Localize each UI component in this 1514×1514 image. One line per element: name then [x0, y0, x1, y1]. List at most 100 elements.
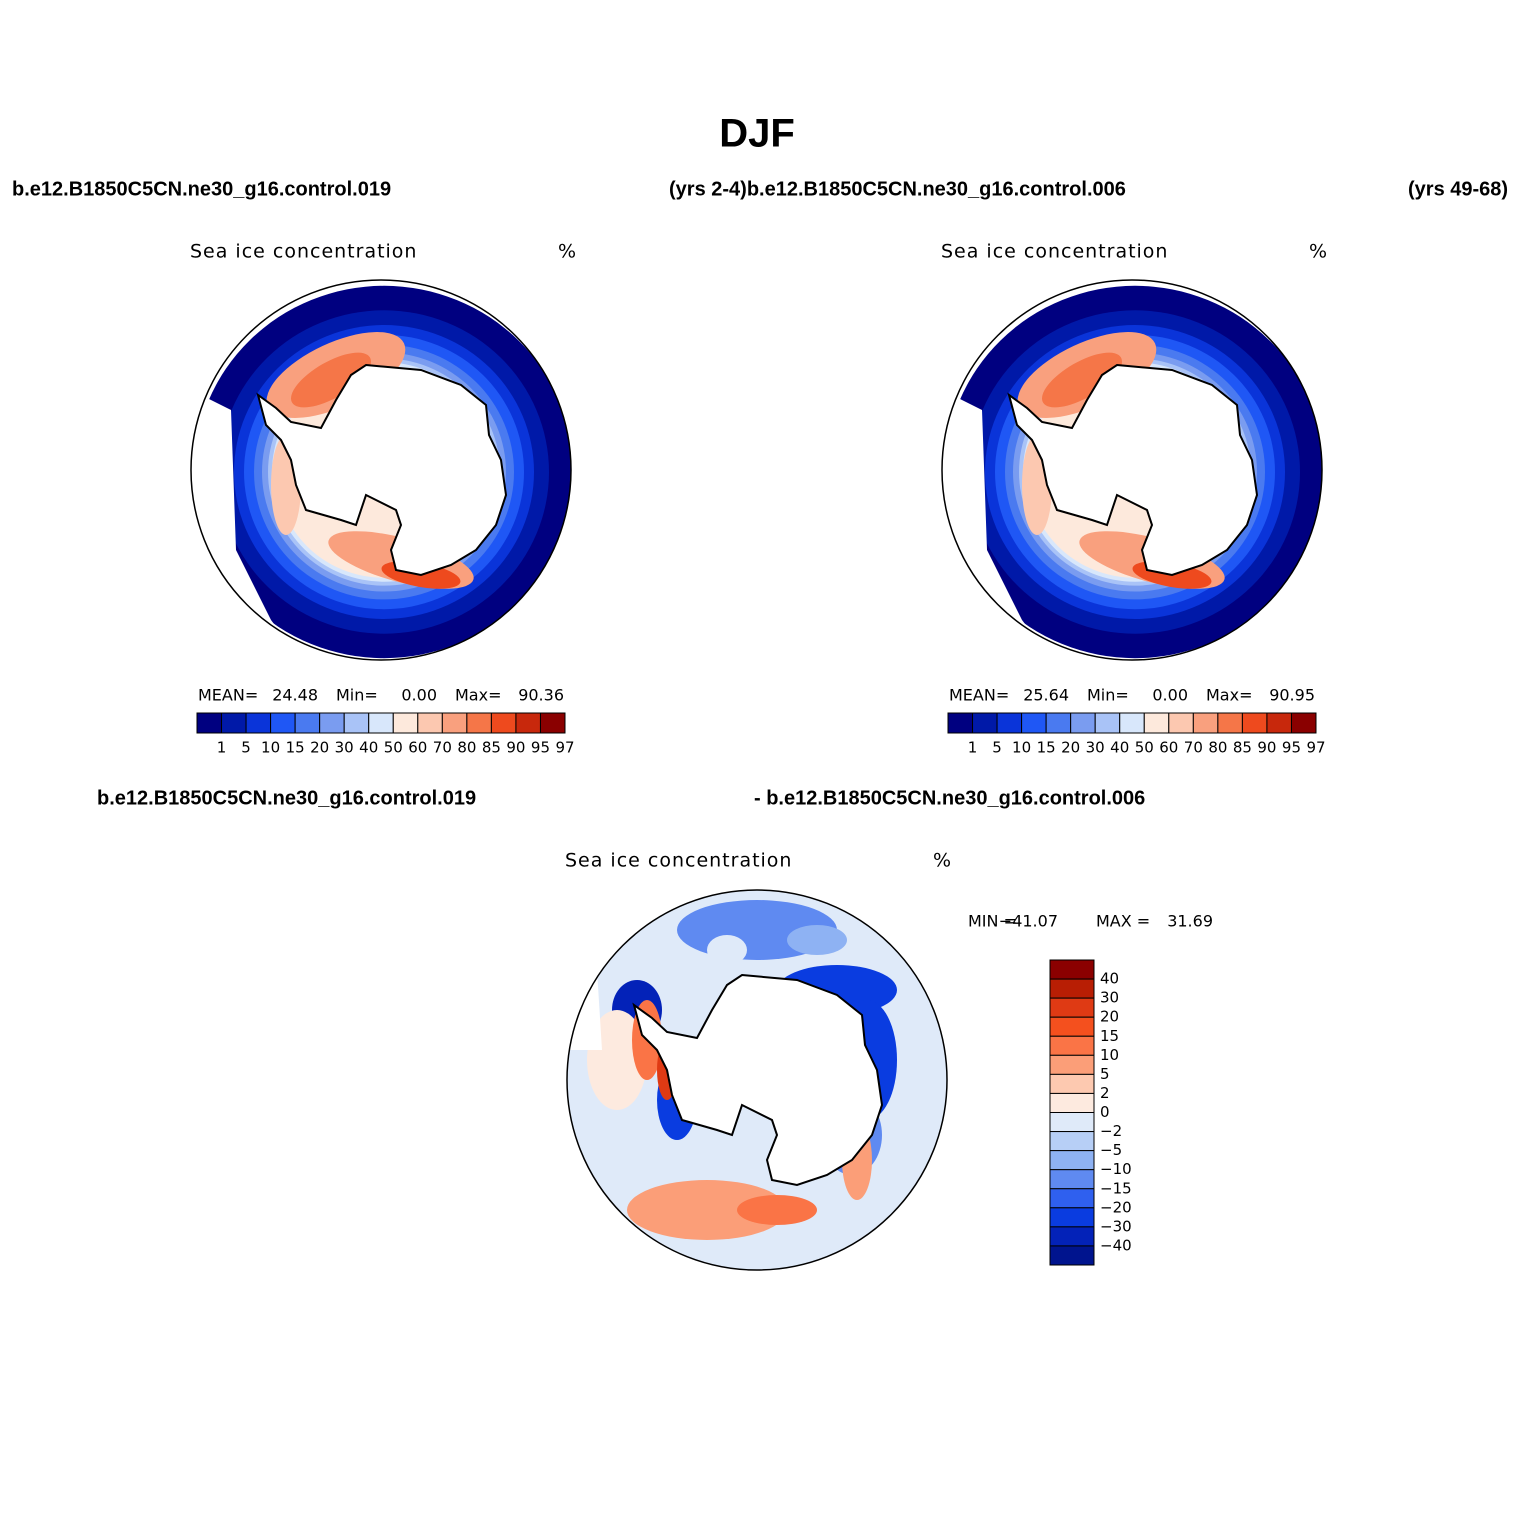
header-label: (yrs 2-4)b.e12.B1850C5CN.ne30_g16.contro…: [669, 178, 1126, 200]
colorbar-box: [1049, 1245, 1095, 1266]
colorbar-label: 70: [1184, 739, 1203, 757]
colorbar-label: 20: [1061, 739, 1080, 757]
continent: [1007, 363, 1259, 577]
stat-value: 90.36: [518, 686, 564, 705]
colorbar-box: [1094, 712, 1121, 734]
colorbar-box: [996, 712, 1023, 734]
colorbar-label: 20: [310, 739, 329, 757]
colorbar-box: [1049, 1016, 1095, 1037]
colorbar-label: 80: [1208, 739, 1227, 757]
colorbar-box: [417, 712, 443, 734]
colorbar-label: 10: [1100, 1046, 1119, 1064]
panel-label: Sea ice concentration: [565, 850, 792, 872]
diff-patch: [707, 935, 747, 965]
figure-title: DJF: [719, 112, 795, 156]
ice-patch: [1042, 352, 1122, 408]
stat-value: 0.00: [1152, 686, 1188, 705]
colorbar-box: [539, 712, 566, 734]
colorbar-box: [947, 712, 974, 734]
colorbar-label: −30: [1100, 1217, 1132, 1235]
colorbar-label: 50: [384, 739, 403, 757]
colorbar-box: [1049, 1131, 1095, 1152]
colorbar-label: 97: [555, 739, 574, 757]
subheader-label: - b.e12.B1850C5CN.ne30_g16.control.006: [754, 787, 1145, 809]
stat-label: MEAN=: [949, 686, 1009, 705]
colorbar-box: [1049, 1226, 1095, 1247]
colorbar-label: 97: [1306, 739, 1325, 757]
colorbar-box: [245, 712, 272, 734]
colorbar-label: 15: [1037, 739, 1056, 757]
colorbar-box: [1049, 1112, 1095, 1133]
colorbar-box: [196, 712, 223, 734]
colorbar-label: 5: [992, 739, 1002, 757]
colorbar-box: [1049, 1035, 1095, 1056]
colorbar-label: 40: [1100, 970, 1119, 988]
colorbar-label: −5: [1100, 1141, 1122, 1159]
map-boundary: [566, 889, 948, 1271]
colorbar-box: [368, 712, 394, 734]
colorbar-box: [1021, 712, 1047, 734]
colorbar-box: [1049, 959, 1095, 980]
map: [567, 890, 947, 1270]
colorbar-label: −15: [1100, 1179, 1132, 1197]
panel-units: %: [933, 850, 952, 872]
colorbar-label: 60: [1159, 739, 1178, 757]
panel-units: %: [558, 241, 577, 263]
colorbar-box: [1143, 712, 1170, 734]
colorbar-label: 1: [217, 739, 227, 757]
colorbar-label: 40: [359, 739, 378, 757]
stat-value: 31.69: [1167, 912, 1213, 931]
stat-label: Min=: [336, 686, 378, 705]
colorbar-box: [972, 712, 998, 734]
colorbar-label: 30: [1100, 989, 1119, 1007]
colorbar-box: [270, 712, 296, 734]
colorbar-label: 90: [506, 739, 525, 757]
colorbar-label: 1: [968, 739, 978, 757]
continent: [632, 973, 884, 1187]
diff-patch: [787, 925, 847, 955]
colorbar-box: [1049, 997, 1095, 1018]
colorbar-box: [1192, 712, 1219, 734]
colorbar-box: [1119, 712, 1145, 734]
stat-label: Max=: [455, 686, 501, 705]
colorbar-box: [466, 712, 492, 734]
map-boundary: [190, 279, 572, 661]
colorbar-label: 15: [1100, 1027, 1119, 1045]
panel-units: %: [1309, 241, 1328, 263]
stat-label: Max=: [1206, 686, 1252, 705]
colorbar-label: 80: [457, 739, 476, 757]
colorbar-label: −2: [1100, 1122, 1122, 1140]
colorbar-box: [319, 712, 345, 734]
stat-label: Min=: [1087, 686, 1129, 705]
stat-label: MEAN=: [198, 686, 258, 705]
colorbar-label: 60: [408, 739, 427, 757]
colorbar-label: 5: [1100, 1065, 1110, 1083]
colorbar-label: 0: [1100, 1103, 1110, 1121]
stat-value: 0.00: [401, 686, 437, 705]
colorbar-label: 5: [241, 739, 251, 757]
diff-patch: [737, 1195, 817, 1225]
colorbar-box: [1217, 712, 1243, 734]
colorbar-box: [1049, 1207, 1095, 1228]
stat-label: MIN =: [968, 912, 1017, 931]
colorbar-box: [392, 712, 419, 734]
colorbar-box: [1241, 712, 1268, 734]
colorbar-box: [1070, 712, 1096, 734]
colorbar-label: 10: [1012, 739, 1031, 757]
colorbar-box: [1266, 712, 1292, 734]
colorbar-label: 85: [482, 739, 501, 757]
colorbar-label: 85: [1233, 739, 1252, 757]
map-boundary: [941, 279, 1323, 661]
colorbar-label: −20: [1100, 1198, 1132, 1216]
colorbar-box: [221, 712, 247, 734]
colorbar-box: [490, 712, 517, 734]
colorbar-box: [1045, 712, 1072, 734]
stat-value: 24.48: [272, 686, 318, 705]
colorbar-label: 10: [261, 739, 280, 757]
colorbar-label: 30: [335, 739, 354, 757]
colorbar-label: 15: [286, 739, 305, 757]
colorbar-box: [294, 712, 321, 734]
ice-patch: [291, 352, 371, 408]
colorbar-box: [1049, 978, 1095, 999]
colorbar-box: [1049, 1188, 1095, 1209]
